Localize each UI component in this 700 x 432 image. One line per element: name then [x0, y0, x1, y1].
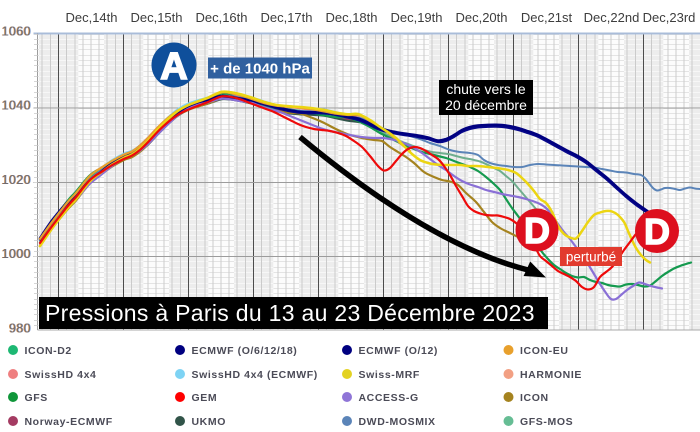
svg-text:D: D — [524, 210, 550, 251]
svg-text:Dec,16th: Dec,16th — [195, 10, 247, 25]
svg-text:Dec,22nd: Dec,22nd — [584, 10, 640, 25]
svg-text:GEM: GEM — [192, 392, 218, 404]
svg-text:1060: 1060 — [2, 25, 31, 39]
svg-text:Dec,17th: Dec,17th — [260, 10, 312, 25]
svg-text:UKMO: UKMO — [192, 416, 226, 428]
svg-text:DWD-MOSMIX: DWD-MOSMIX — [359, 416, 436, 428]
svg-text:1040: 1040 — [1, 99, 30, 113]
svg-text:1040: 1040 — [2, 99, 31, 113]
svg-text:1020: 1020 — [2, 173, 31, 187]
svg-text:1040: 1040 — [2, 99, 31, 113]
svg-text:SwissHD 4x4 (ECMWF): SwissHD 4x4 (ECMWF) — [192, 369, 318, 381]
svg-text:Dec,14th: Dec,14th — [65, 10, 117, 25]
svg-text:SwissHD 4x4: SwissHD 4x4 — [25, 369, 97, 381]
svg-text:20 décembre: 20 décembre — [445, 97, 527, 113]
svg-text:Dec,18th: Dec,18th — [325, 10, 377, 25]
svg-text:Pressions à Paris du 13 au 23: Pressions à Paris du 13 au 23 Décembre 2… — [45, 300, 535, 326]
svg-text:ECMWF (O/12): ECMWF (O/12) — [359, 345, 439, 357]
svg-text:perturbé: perturbé — [566, 250, 616, 265]
svg-text:Dec,21st: Dec,21st — [521, 10, 573, 25]
svg-text:1060: 1060 — [2, 25, 31, 39]
svg-text:980: 980 — [8, 321, 30, 335]
svg-text:1020: 1020 — [2, 173, 31, 187]
svg-text:+ de 1040 hPa: + de 1040 hPa — [210, 61, 310, 78]
svg-text:Dec,23rd: Dec,23rd — [643, 10, 696, 25]
svg-text:ICON: ICON — [520, 392, 549, 404]
svg-text:980: 980 — [9, 321, 31, 335]
svg-text:Norway-ECMWF: Norway-ECMWF — [25, 416, 113, 428]
svg-text:D: D — [644, 211, 670, 252]
svg-text:980: 980 — [10, 321, 32, 335]
svg-text:Dec,15th: Dec,15th — [130, 10, 182, 25]
svg-text:ICON-D2: ICON-D2 — [25, 345, 72, 357]
svg-text:1060: 1060 — [1, 25, 30, 39]
svg-text:ECMWF (O/6/12/18): ECMWF (O/6/12/18) — [192, 345, 298, 357]
svg-text:chute vers le: chute vers le — [446, 81, 526, 97]
svg-text:ICON-EU: ICON-EU — [520, 345, 569, 357]
svg-text:ACCESS-G: ACCESS-G — [359, 392, 419, 404]
svg-text:GFS-MOS: GFS-MOS — [520, 416, 573, 428]
svg-text:GFS: GFS — [25, 392, 48, 404]
svg-text:Swiss-MRF: Swiss-MRF — [359, 369, 420, 381]
svg-text:Dec,20th: Dec,20th — [455, 10, 507, 25]
svg-text:1000: 1000 — [2, 247, 31, 261]
svg-text:1020: 1020 — [1, 173, 30, 187]
svg-text:1000: 1000 — [1, 247, 30, 261]
svg-text:A: A — [160, 46, 187, 88]
svg-text:HARMONIE: HARMONIE — [520, 369, 582, 381]
svg-text:1000: 1000 — [2, 247, 31, 261]
svg-text:Dec,19th: Dec,19th — [390, 10, 442, 25]
